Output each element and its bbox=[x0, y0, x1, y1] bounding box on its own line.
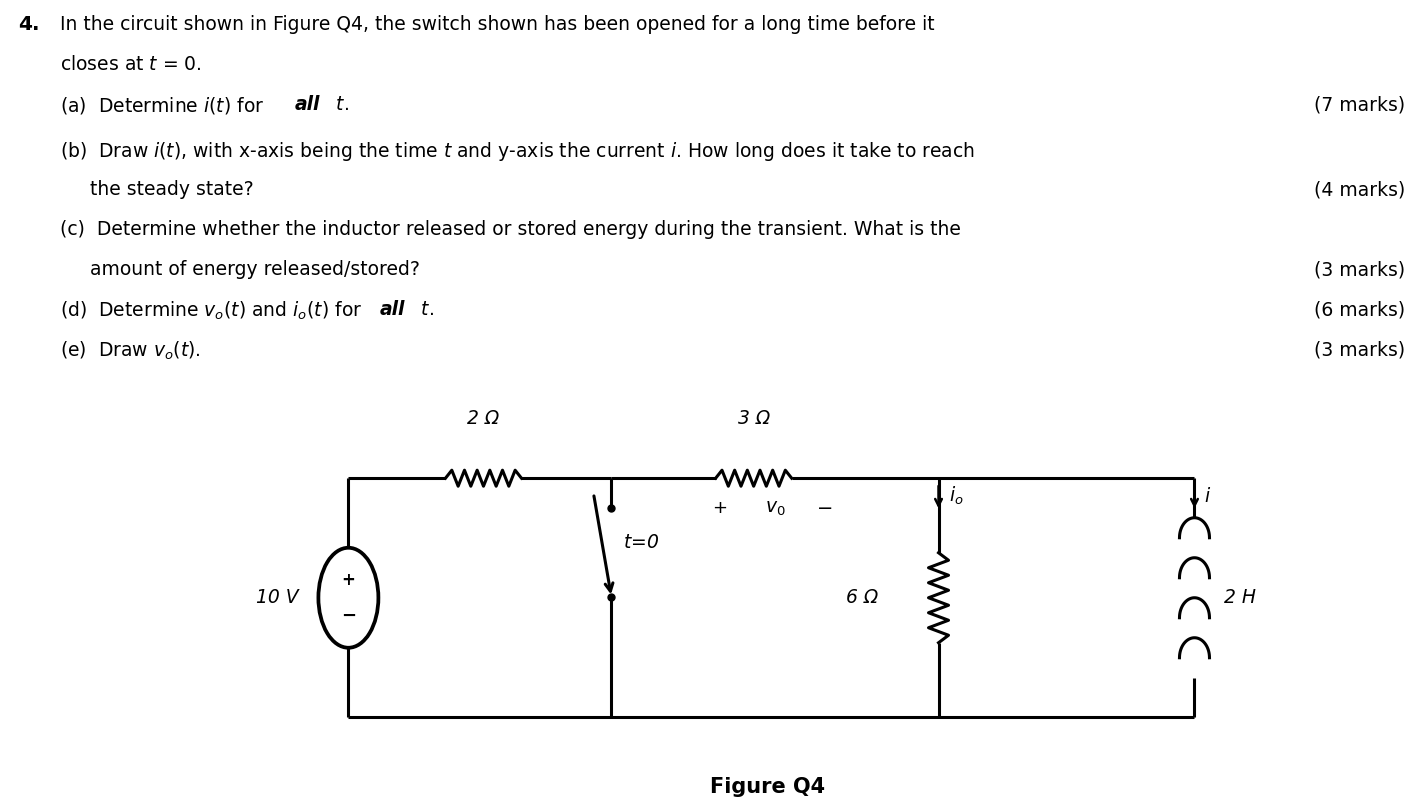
Text: closes at $t$ = 0.: closes at $t$ = 0. bbox=[60, 55, 202, 74]
Text: $i$: $i$ bbox=[1204, 487, 1212, 506]
Text: (4 marks): (4 marks) bbox=[1314, 180, 1405, 199]
Text: (6 marks): (6 marks) bbox=[1314, 300, 1405, 319]
Text: $t$=0: $t$=0 bbox=[623, 533, 660, 552]
Text: −: − bbox=[816, 499, 833, 518]
Text: (3 marks): (3 marks) bbox=[1314, 340, 1405, 359]
Text: all: all bbox=[294, 95, 320, 114]
Text: the steady state?: the steady state? bbox=[90, 180, 253, 199]
Text: (3 marks): (3 marks) bbox=[1314, 260, 1405, 279]
Text: amount of energy released/stored?: amount of energy released/stored? bbox=[90, 260, 419, 279]
Text: (e)  Draw $v_o(t)$.: (e) Draw $v_o(t)$. bbox=[60, 340, 201, 363]
Text: 2 H: 2 H bbox=[1224, 588, 1257, 607]
Text: (d)  Determine $v_o(t)$ and $i_o(t)$ for: (d) Determine $v_o(t)$ and $i_o(t)$ for bbox=[60, 300, 363, 322]
Text: 3 Ω: 3 Ω bbox=[738, 409, 769, 428]
Text: In the circuit shown in Figure Q4, the switch shown has been opened for a long t: In the circuit shown in Figure Q4, the s… bbox=[60, 15, 934, 34]
Text: Figure Q4: Figure Q4 bbox=[711, 777, 825, 797]
Text: 2 Ω: 2 Ω bbox=[468, 409, 499, 428]
Text: (7 marks): (7 marks) bbox=[1314, 95, 1405, 114]
Text: $v_0$: $v_0$ bbox=[765, 499, 785, 518]
Text: $i_o$: $i_o$ bbox=[948, 485, 963, 508]
Text: (c)  Determine whether the inductor released or stored energy during the transie: (c) Determine whether the inductor relea… bbox=[60, 220, 961, 239]
Text: (b)  Draw $i(t)$, with x-axis being the time $t$ and y-axis the current $i$. How: (b) Draw $i(t)$, with x-axis being the t… bbox=[60, 140, 975, 163]
Text: $t$.: $t$. bbox=[415, 300, 434, 319]
Text: 4.: 4. bbox=[18, 15, 40, 34]
Text: all: all bbox=[380, 300, 405, 319]
Text: $t$.: $t$. bbox=[330, 95, 350, 114]
Text: (a)  Determine $i(t)$ for: (a) Determine $i(t)$ for bbox=[60, 95, 264, 116]
Text: +: + bbox=[341, 571, 356, 589]
Text: +: + bbox=[712, 499, 728, 517]
Text: 6 Ω: 6 Ω bbox=[846, 588, 879, 607]
Text: 10 V: 10 V bbox=[256, 588, 299, 607]
Text: −: − bbox=[341, 607, 356, 625]
